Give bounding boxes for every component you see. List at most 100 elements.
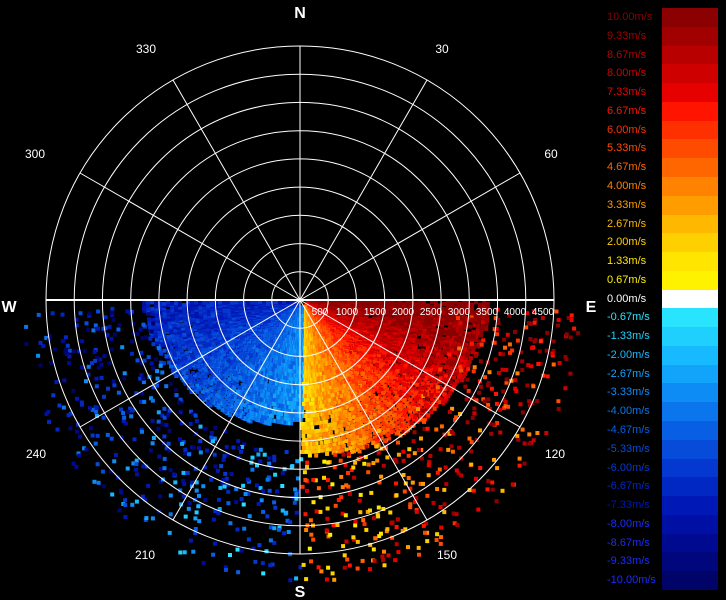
velocity-cell — [405, 417, 410, 422]
velocity-cell — [448, 340, 453, 345]
velocity-cell — [447, 366, 452, 371]
velocity-cell — [478, 304, 482, 309]
velocity-cell — [257, 418, 262, 423]
velocity-cell — [214, 381, 219, 386]
velocity-cell — [421, 315, 425, 320]
velocity-cell — [440, 323, 444, 328]
radial-velocity-plot[interactable]: N S E W 30 60 120 150 210 240 300 330 1000 1500 2000 25… — [0, 0, 600, 600]
velocity-cell — [378, 423, 383, 428]
velocity-cell — [227, 403, 232, 407]
velocity-cell — [354, 444, 359, 449]
velocity-cell — [412, 335, 417, 340]
velocity-cell — [349, 424, 354, 429]
velocity-cell — [436, 339, 441, 344]
velocity-cell — [314, 437, 318, 442]
velocity-cell — [477, 314, 482, 319]
velocity-cell — [453, 317, 457, 322]
velocity-cell — [420, 335, 425, 340]
velocity-cell — [317, 432, 322, 437]
velocity-cell — [441, 310, 446, 315]
velocity-cell — [455, 328, 460, 333]
velocity-cell — [378, 364, 383, 369]
velocity-cell — [383, 365, 388, 370]
velocity-cell — [436, 353, 440, 358]
velocity-cell — [470, 350, 475, 355]
velocity-cell — [357, 434, 362, 438]
velocity-cell — [339, 415, 343, 420]
velocity-cell — [461, 306, 466, 311]
velocity-cell — [265, 417, 270, 422]
velocity-cell — [445, 305, 450, 310]
velocity-cell — [378, 371, 383, 376]
velocity-cell — [301, 446, 306, 450]
velocity-cell — [386, 397, 391, 402]
velocity-cell — [419, 339, 424, 344]
velocity-cell — [445, 317, 449, 321]
velocity-cell — [420, 375, 425, 380]
velocity-cell — [274, 394, 279, 399]
velocity-cell — [405, 422, 410, 427]
velocity-cell — [353, 405, 357, 410]
velocity-cell — [475, 329, 480, 333]
velocity-cell — [326, 398, 330, 403]
velocity-cell — [198, 393, 203, 398]
velocity-cell — [224, 362, 229, 367]
velocity-cell — [424, 376, 429, 381]
velocity-cell — [352, 440, 357, 445]
velocity-cell — [287, 409, 292, 414]
velocity-cell — [385, 392, 390, 397]
velocity-cell — [237, 414, 242, 419]
velocity-cell — [319, 448, 324, 453]
velocity-cell — [209, 398, 214, 403]
velocity-cell — [316, 449, 321, 454]
velocity-cell — [391, 353, 396, 358]
velocity-cell — [328, 443, 333, 448]
velocity-cell — [349, 449, 354, 454]
velocity-cell — [449, 310, 454, 315]
velocity-cell — [403, 357, 407, 362]
velocity-cell — [285, 413, 290, 418]
velocity-cell — [381, 426, 386, 431]
velocity-cell — [330, 389, 335, 393]
velocity-cell — [447, 324, 452, 329]
velocity-cell — [457, 309, 462, 314]
velocity-cell — [390, 368, 395, 373]
velocity-cell — [433, 311, 438, 316]
velocity-cell — [456, 355, 461, 359]
velocity-cell — [459, 378, 464, 383]
velocity-cell — [408, 379, 413, 383]
velocity-cell — [262, 420, 267, 425]
velocity-cell — [257, 365, 262, 370]
velocity-cell — [305, 421, 310, 426]
velocity-cell — [267, 409, 272, 414]
velocity-cell — [189, 389, 194, 393]
velocity-cell — [391, 380, 396, 385]
velocity-cell — [434, 383, 439, 387]
velocity-cell — [209, 375, 213, 380]
velocity-cell — [316, 408, 321, 413]
velocity-cell — [283, 412, 288, 417]
velocity-cell — [319, 444, 324, 449]
velocity-cell — [413, 313, 418, 317]
velocity-cell — [481, 317, 486, 322]
velocity-cell — [325, 390, 330, 395]
velocity-cell — [357, 379, 362, 384]
velocity-cell — [402, 404, 407, 409]
velocity-cell — [417, 332, 422, 337]
velocity-cell — [389, 430, 394, 435]
velocity-cell — [337, 424, 342, 429]
velocity-cell — [439, 364, 444, 369]
velocity-cell — [345, 434, 350, 439]
velocity-cell — [330, 414, 335, 419]
velocity-cell — [310, 429, 315, 434]
velocity-cell — [417, 306, 422, 311]
velocity-cell — [472, 345, 477, 350]
velocity-cell — [428, 377, 433, 382]
velocity-cell — [340, 448, 345, 453]
velocity-cell — [465, 317, 470, 322]
velocity-cell — [410, 401, 415, 406]
velocity-cell — [394, 426, 399, 431]
velocity-cell — [412, 316, 417, 321]
velocity-cell — [266, 396, 271, 401]
velocity-cell — [472, 323, 477, 328]
